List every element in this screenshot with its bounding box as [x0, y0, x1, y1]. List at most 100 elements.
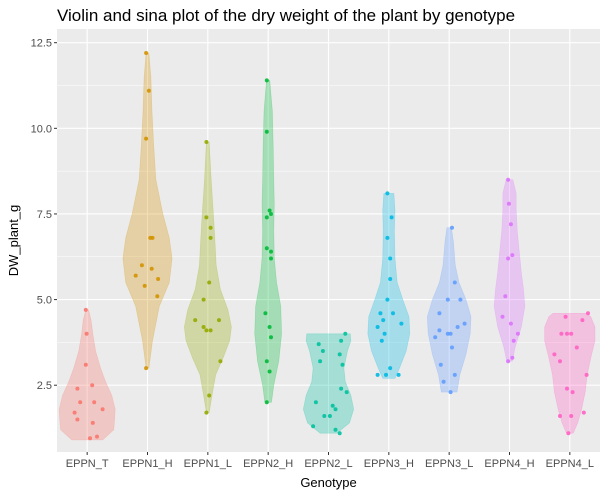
sina-point [455, 325, 460, 329]
sina-point [139, 263, 144, 268]
sina-point [385, 191, 390, 196]
sina-point [337, 352, 342, 357]
x-tick-label: EPPN3_H [364, 458, 414, 470]
sina-point [207, 393, 212, 398]
sina-point [515, 331, 520, 336]
sina-point [581, 410, 586, 415]
sina-point [450, 345, 454, 350]
grid-lines [57, 29, 600, 452]
sina-point [318, 359, 323, 364]
x-tick-label: EPPN1_L [184, 458, 232, 470]
violin-eppn4_l [544, 313, 596, 434]
sina-point [445, 297, 450, 302]
x-tick-label: EPPN4_L [546, 458, 594, 470]
x-tick-label: EPPN4_H [484, 458, 534, 470]
sina-point [552, 352, 557, 357]
sina-point [208, 225, 213, 230]
sina-point [78, 400, 83, 405]
sina-point [72, 410, 77, 415]
sina-point [264, 246, 269, 251]
sina-point [90, 420, 95, 425]
violin-eppn3_l [426, 227, 472, 393]
violin-eppn3_h [367, 193, 411, 379]
y-axis-title: DW_plant_g [6, 205, 21, 277]
sina-point [264, 400, 269, 405]
sina-point [204, 215, 209, 220]
sina-point [83, 307, 88, 312]
sina-point [313, 400, 318, 405]
sina-point [375, 372, 380, 377]
sina-point [399, 321, 404, 326]
sina-point [333, 407, 338, 412]
sina-point [506, 201, 511, 206]
sina-point [558, 359, 562, 364]
y-tick-label: 7.5 [37, 209, 52, 221]
sina-point [385, 297, 390, 302]
sina-point [269, 249, 273, 254]
sina-point [144, 51, 149, 55]
sina-point [217, 318, 221, 323]
sina-point [574, 345, 579, 350]
sina-points [72, 51, 590, 441]
sina-point [327, 414, 332, 418]
sina-point [264, 359, 269, 364]
sina-point [264, 129, 269, 134]
sina-point [339, 338, 344, 343]
x-tick-label: EPPN2_H [243, 458, 293, 470]
sina-point [149, 266, 154, 271]
sina-point [506, 256, 511, 261]
sina-point [580, 318, 585, 323]
x-tick-label: EPPN1_H [122, 458, 172, 470]
sina-point [146, 88, 151, 93]
sina-point [388, 277, 393, 281]
sina-point [389, 215, 394, 220]
sina-point [90, 383, 95, 388]
sina-point [511, 338, 516, 343]
sina-point [75, 386, 80, 391]
sina-point [264, 215, 269, 220]
sina-point [506, 177, 511, 182]
sina-point [208, 328, 213, 333]
sina-point [586, 311, 590, 316]
sina-point [500, 314, 505, 319]
sina-point [100, 407, 105, 412]
sina-point [201, 297, 206, 302]
sina-point [201, 325, 206, 329]
sina-point [452, 372, 457, 377]
sina-point [343, 331, 348, 336]
sina-point [570, 390, 575, 395]
sina-point [333, 427, 338, 432]
sina-point [269, 212, 273, 216]
sina-point [92, 400, 97, 405]
sina-point [438, 362, 443, 367]
sina-point [264, 78, 269, 83]
sina-point [437, 311, 442, 316]
sina-point [510, 355, 515, 360]
sina-point [311, 424, 316, 429]
axes: 2.5 5.0 7.5 10.0 12.5 EPPN_T EPPN1_H EPPN1_L EPP… [31, 38, 594, 470]
sina-point [150, 235, 155, 240]
sina-point [84, 331, 89, 336]
sina-point [330, 403, 335, 408]
y-tick-label: 2.5 [37, 380, 52, 392]
sina-point [396, 372, 401, 377]
sina-point [559, 331, 564, 336]
sina-point [142, 283, 147, 288]
sina-point [156, 277, 161, 281]
sina-point [378, 311, 383, 316]
sina-point [508, 222, 513, 227]
sina-point [569, 331, 574, 336]
sina-point [441, 379, 446, 384]
sina-point [208, 235, 213, 240]
sina-point [584, 372, 589, 377]
sina-point [155, 294, 160, 299]
sina-point [433, 335, 438, 340]
y-tick-label: 5.0 [37, 295, 52, 307]
sina-point [95, 434, 99, 439]
sina-point [267, 369, 272, 374]
y-tick-label: 12.5 [31, 38, 52, 50]
sina-point [375, 325, 380, 329]
sina-point [75, 417, 80, 422]
chart-title: Violin and sina plot of the dry weight o… [57, 6, 516, 25]
